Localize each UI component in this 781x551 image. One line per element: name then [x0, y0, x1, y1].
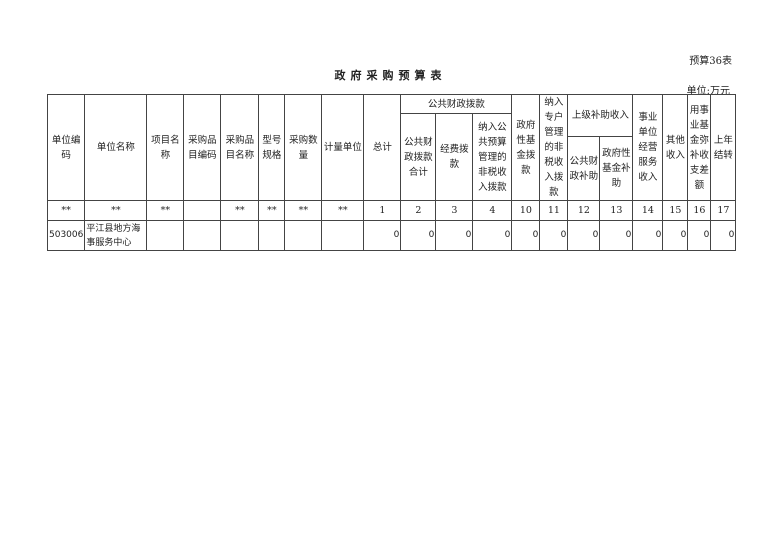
budget-table: 单位编码 单位名称 项目名称 采购品目编码 采购品目名称 型号规格 采购数量 计… [46, 94, 737, 251]
index-cell: ** [284, 200, 323, 221]
index-cell: 2 [400, 200, 437, 221]
header-sup-public: 公共财政补助 [567, 136, 601, 201]
header-other: 其他收入 [662, 94, 689, 201]
table-code: 预算36表 [689, 56, 732, 67]
data-cell [284, 220, 323, 251]
data-cell: 0 [687, 220, 712, 251]
index-row: ** ** ** ** ** ** ** 1 2 3 4 10 11 12 13 14 15 16 17 [46, 200, 737, 221]
header-carryover: 上年结转 [710, 94, 737, 201]
data-cell: 0 [472, 220, 513, 251]
data-cell: 0 [632, 220, 664, 251]
page-title: 政府采购预算表 [334, 69, 447, 82]
index-cell: ** [146, 200, 185, 221]
header-measure: 计量单位 [321, 94, 365, 201]
data-cell: 0 [363, 220, 402, 251]
header-model: 型号规格 [258, 94, 286, 201]
data-cell [146, 220, 185, 251]
header-sup-fund: 政府性基金补助 [599, 136, 634, 201]
data-cell: 0 [511, 220, 541, 251]
index-cell: 12 [567, 200, 601, 221]
index-cell: 1 [363, 200, 402, 221]
data-cell: 503006 [46, 220, 86, 251]
data-cell: 0 [435, 220, 474, 251]
data-cell: 平江县地方海事服务中心 [84, 220, 148, 251]
index-cell: 13 [599, 200, 634, 221]
data-cell [321, 220, 365, 251]
header-special-nontax: 纳入专户管理的非税收入拨款 [539, 94, 569, 201]
data-cell: 0 [400, 220, 437, 251]
table-row: 503006 平江县地方海事服务中心 0 0 0 0 0 0 0 0 0 0 0 0 [46, 220, 737, 251]
index-cell: 4 [472, 200, 513, 221]
index-cell: 11 [539, 200, 569, 221]
index-cell: ** [46, 200, 86, 221]
index-cell [183, 200, 222, 221]
index-cell: ** [321, 200, 365, 221]
data-cell [220, 220, 260, 251]
header-item-name: 采购品目名称 [220, 94, 260, 201]
header-unit-name: 单位名称 [84, 94, 148, 201]
index-cell: 14 [632, 200, 664, 221]
index-cell: 3 [435, 200, 474, 221]
header-unit-code: 单位编码 [46, 94, 86, 201]
index-cell: ** [84, 200, 148, 221]
header-business: 事业单位经营服务收入 [632, 94, 664, 201]
header-superior: 上级补助收入 [567, 94, 634, 137]
data-cell [258, 220, 286, 251]
index-cell: ** [220, 200, 260, 221]
header-total: 总计 [363, 94, 402, 201]
index-cell: 17 [710, 200, 737, 221]
header-pf-expense: 经费拨款 [435, 113, 474, 201]
header-item-code: 采购品目编码 [183, 94, 222, 201]
data-cell: 0 [599, 220, 634, 251]
index-cell: ** [258, 200, 286, 221]
data-cell [183, 220, 222, 251]
header-pf-nontax: 纳入公共预算管理的非税收入拨款 [472, 113, 513, 201]
index-cell: 16 [687, 200, 712, 221]
header-pf-total: 公共财政拨款合计 [400, 113, 437, 201]
header-fund-offset: 用事业基金弥补收支差额 [687, 94, 712, 201]
data-cell: 0 [567, 220, 601, 251]
header-public-finance: 公共财政拨款 [400, 94, 513, 114]
header-quantity: 采购数量 [284, 94, 323, 201]
data-cell: 0 [539, 220, 569, 251]
header-project-name: 项目名称 [146, 94, 185, 201]
index-cell: 10 [511, 200, 541, 221]
data-cell: 0 [662, 220, 689, 251]
unit-label: 单位:万元 [686, 86, 730, 97]
data-cell: 0 [710, 220, 737, 251]
header-gov-fund: 政府性基金拨款 [511, 94, 541, 201]
index-cell: 15 [662, 200, 689, 221]
